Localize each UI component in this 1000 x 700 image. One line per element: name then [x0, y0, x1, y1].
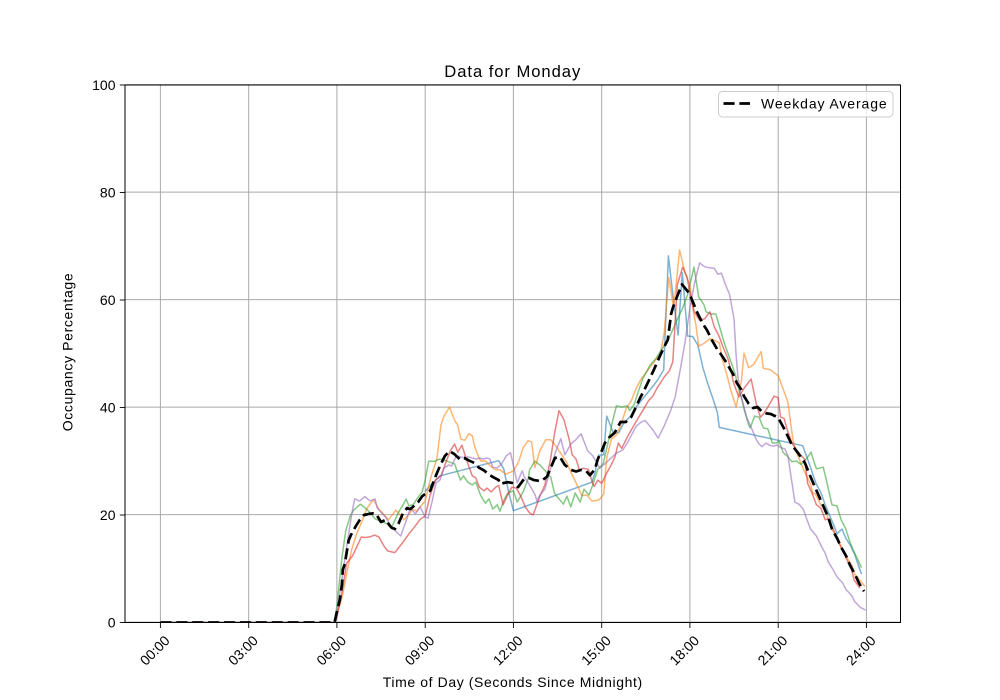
svg-text:40: 40: [100, 400, 116, 416]
svg-text:Time of Day (Seconds Since Mid: Time of Day (Seconds Since Midnight): [383, 674, 643, 690]
svg-text:60: 60: [100, 292, 116, 308]
svg-text:Data for Monday: Data for Monday: [444, 62, 581, 81]
svg-text:0: 0: [108, 615, 116, 631]
svg-text:Weekday Average: Weekday Average: [761, 96, 888, 112]
svg-text:80: 80: [100, 185, 116, 201]
svg-text:100: 100: [92, 77, 116, 93]
svg-text:20: 20: [100, 507, 116, 523]
svg-text:Occupancy Percentage: Occupancy Percentage: [60, 273, 76, 432]
